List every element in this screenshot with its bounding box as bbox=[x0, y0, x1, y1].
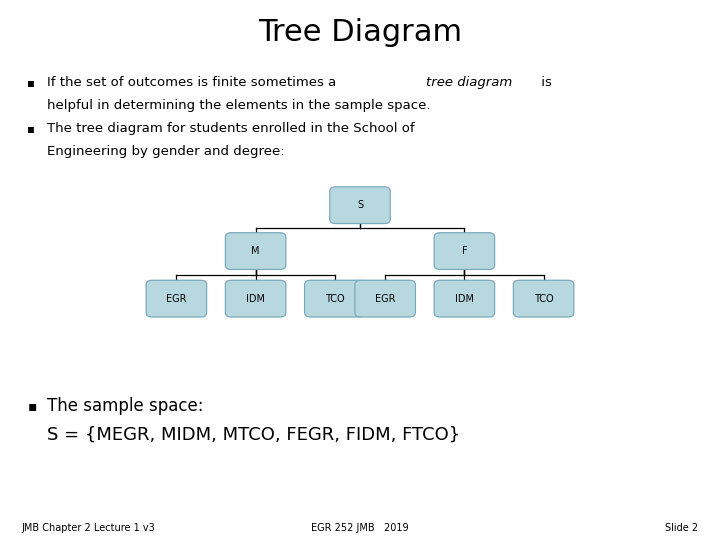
Text: If the set of outcomes is finite sometimes a: If the set of outcomes is finite sometim… bbox=[47, 76, 341, 89]
Text: helpful in determining the elements in the sample space.: helpful in determining the elements in t… bbox=[47, 99, 431, 112]
Text: Engineering by gender and degree:: Engineering by gender and degree: bbox=[47, 145, 284, 158]
Text: Tree Diagram: Tree Diagram bbox=[258, 18, 462, 47]
Text: The sample space:: The sample space: bbox=[47, 397, 203, 415]
Text: IDM: IDM bbox=[455, 294, 474, 303]
Text: TCO: TCO bbox=[325, 294, 345, 303]
Text: TCO: TCO bbox=[534, 294, 554, 303]
Text: ▪: ▪ bbox=[27, 76, 35, 89]
FancyBboxPatch shape bbox=[305, 280, 365, 317]
Text: ▪: ▪ bbox=[27, 122, 35, 135]
Text: The tree diagram for students enrolled in the School of: The tree diagram for students enrolled i… bbox=[47, 122, 415, 135]
FancyBboxPatch shape bbox=[434, 280, 495, 317]
FancyBboxPatch shape bbox=[225, 233, 286, 269]
FancyBboxPatch shape bbox=[434, 233, 495, 269]
Text: IDM: IDM bbox=[246, 294, 265, 303]
FancyBboxPatch shape bbox=[330, 187, 390, 224]
Text: F: F bbox=[462, 246, 467, 256]
FancyBboxPatch shape bbox=[225, 280, 286, 317]
Text: is: is bbox=[537, 76, 552, 89]
Text: S: S bbox=[357, 200, 363, 210]
Text: Slide 2: Slide 2 bbox=[665, 523, 698, 533]
Text: JMB Chapter 2 Lecture 1 v3: JMB Chapter 2 Lecture 1 v3 bbox=[22, 523, 156, 533]
FancyBboxPatch shape bbox=[146, 280, 207, 317]
Text: tree diagram: tree diagram bbox=[426, 76, 512, 89]
Text: ▪: ▪ bbox=[27, 399, 37, 413]
FancyBboxPatch shape bbox=[513, 280, 574, 317]
Text: S = {MEGR, MIDM, MTCO, FEGR, FIDM, FTCO}: S = {MEGR, MIDM, MTCO, FEGR, FIDM, FTCO} bbox=[47, 426, 460, 444]
Text: EGR: EGR bbox=[166, 294, 186, 303]
Text: M: M bbox=[251, 246, 260, 256]
Text: EGR: EGR bbox=[375, 294, 395, 303]
Text: EGR 252 JMB   2019: EGR 252 JMB 2019 bbox=[311, 523, 409, 533]
FancyBboxPatch shape bbox=[355, 280, 415, 317]
